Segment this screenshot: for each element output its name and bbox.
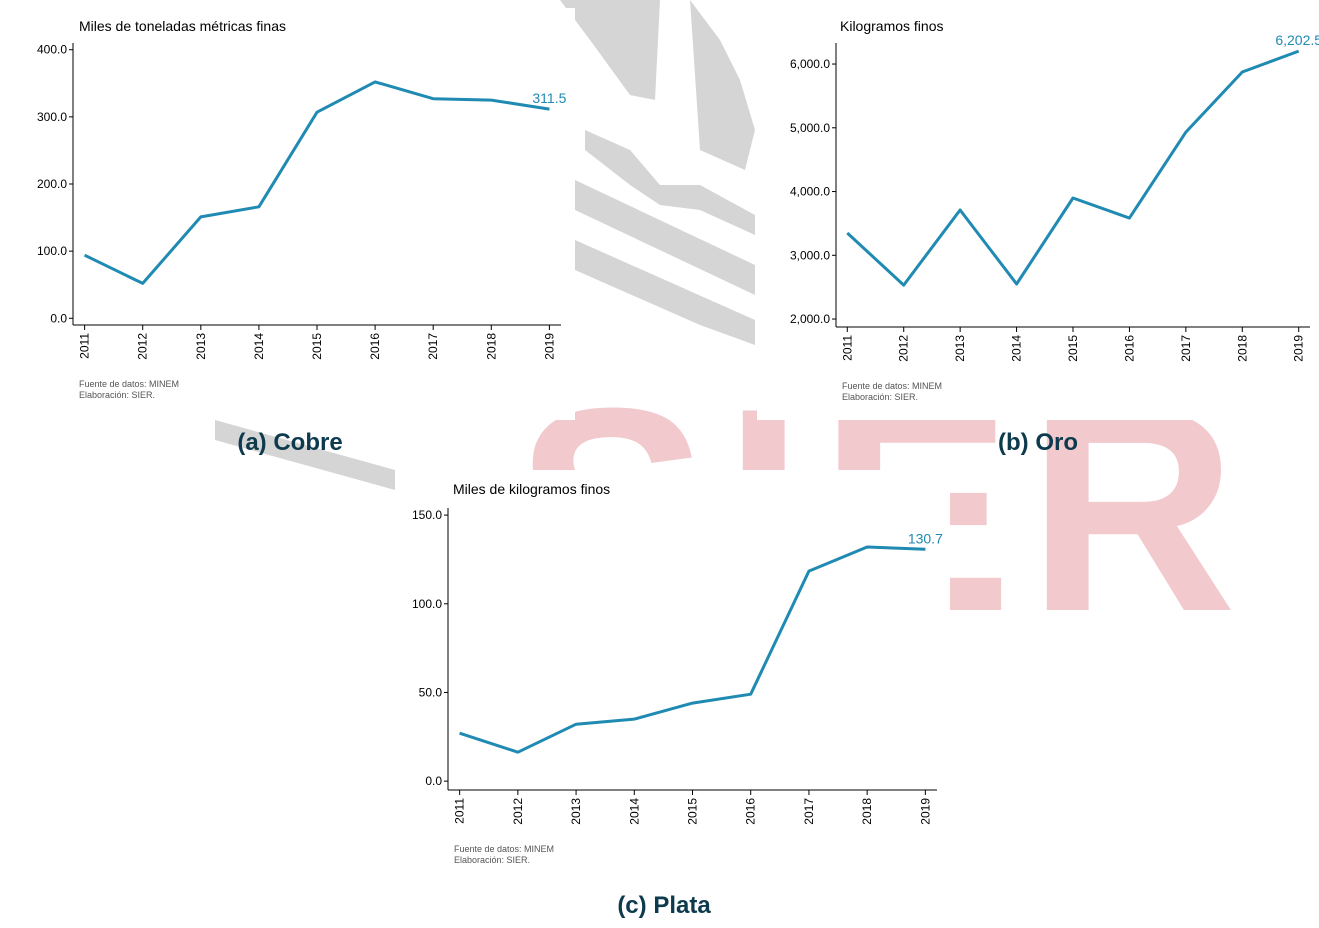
- y-tick-label: 3,000.0: [790, 248, 830, 262]
- caption: (b) Oro: [998, 429, 1078, 456]
- x-tick-label: 2012: [511, 798, 525, 825]
- x-tick-label: 2013: [569, 798, 583, 825]
- x-tick-label: 2013: [953, 335, 967, 362]
- x-tick-label: 2013: [194, 333, 208, 360]
- x-tick-label: 2019: [1292, 335, 1306, 362]
- y-tick-label: 4,000.0: [790, 185, 830, 199]
- y-tick-label: 50.0: [419, 685, 443, 699]
- page: SIER Miles de toneladas métricas finas0.…: [0, 0, 1319, 928]
- x-tick-label: 2015: [1066, 335, 1080, 362]
- y-tick-label: 150.0: [412, 508, 442, 522]
- caption: (c) Plata: [617, 892, 711, 919]
- data-label: 130.7: [908, 530, 943, 546]
- y-tick-label: 6,000.0: [790, 57, 830, 71]
- data-label: 6,202.5: [1275, 32, 1319, 48]
- y-tick-label: 200.0: [37, 177, 67, 191]
- x-tick-label: 2014: [252, 333, 266, 360]
- y-tick-label: 2,000.0: [790, 312, 830, 326]
- x-tick-label: 2016: [1122, 335, 1136, 362]
- credit-note: Elaboración: SIER.: [79, 390, 155, 400]
- y-tick-label: 0.0: [50, 311, 67, 325]
- x-tick-label: 2016: [368, 333, 382, 360]
- credit-note: Elaboración: SIER.: [454, 855, 530, 865]
- source-note: Fuente de datos: MINEM: [454, 844, 554, 854]
- x-tick-label: 2018: [1235, 335, 1249, 362]
- x-tick-label: 2017: [426, 333, 440, 360]
- y-tick-label: 5,000.0: [790, 121, 830, 135]
- y-tick-label: 100.0: [37, 244, 67, 258]
- x-tick-label: 2014: [1010, 335, 1024, 362]
- x-tick-label: 2018: [484, 333, 498, 360]
- x-tick-label: 2012: [897, 335, 911, 362]
- x-tick-label: 2015: [686, 798, 700, 825]
- chart-title: Miles de toneladas métricas finas: [79, 18, 286, 34]
- x-tick-label: 2019: [542, 333, 556, 360]
- y-tick-label: 0.0: [425, 774, 442, 788]
- data-label: 311.5: [532, 90, 566, 106]
- chart-title: Kilogramos finos: [840, 18, 944, 34]
- source-note: Fuente de datos: MINEM: [842, 381, 942, 391]
- caption: (a) Cobre: [237, 429, 342, 456]
- x-tick-label: 2014: [627, 798, 641, 825]
- x-tick-label: 2011: [453, 798, 467, 824]
- x-tick-label: 2017: [1179, 335, 1193, 362]
- y-tick-label: 300.0: [37, 110, 67, 124]
- y-tick-label: 100.0: [412, 597, 442, 611]
- x-tick-label: 2011: [78, 333, 92, 359]
- y-tick-label: 400.0: [37, 43, 67, 57]
- source-note: Fuente de datos: MINEM: [79, 379, 179, 389]
- x-tick-label: 2011: [840, 335, 854, 361]
- x-tick-label: 2015: [310, 333, 324, 360]
- decor-shape: [690, 0, 755, 170]
- x-tick-label: 2012: [136, 333, 150, 360]
- x-tick-label: 2017: [802, 798, 816, 825]
- x-tick-label: 2019: [918, 798, 932, 825]
- x-tick-label: 2016: [744, 798, 758, 825]
- chart-title: Miles de kilogramos finos: [453, 481, 610, 497]
- x-tick-label: 2018: [860, 798, 874, 825]
- credit-note: Elaboración: SIER.: [842, 392, 918, 402]
